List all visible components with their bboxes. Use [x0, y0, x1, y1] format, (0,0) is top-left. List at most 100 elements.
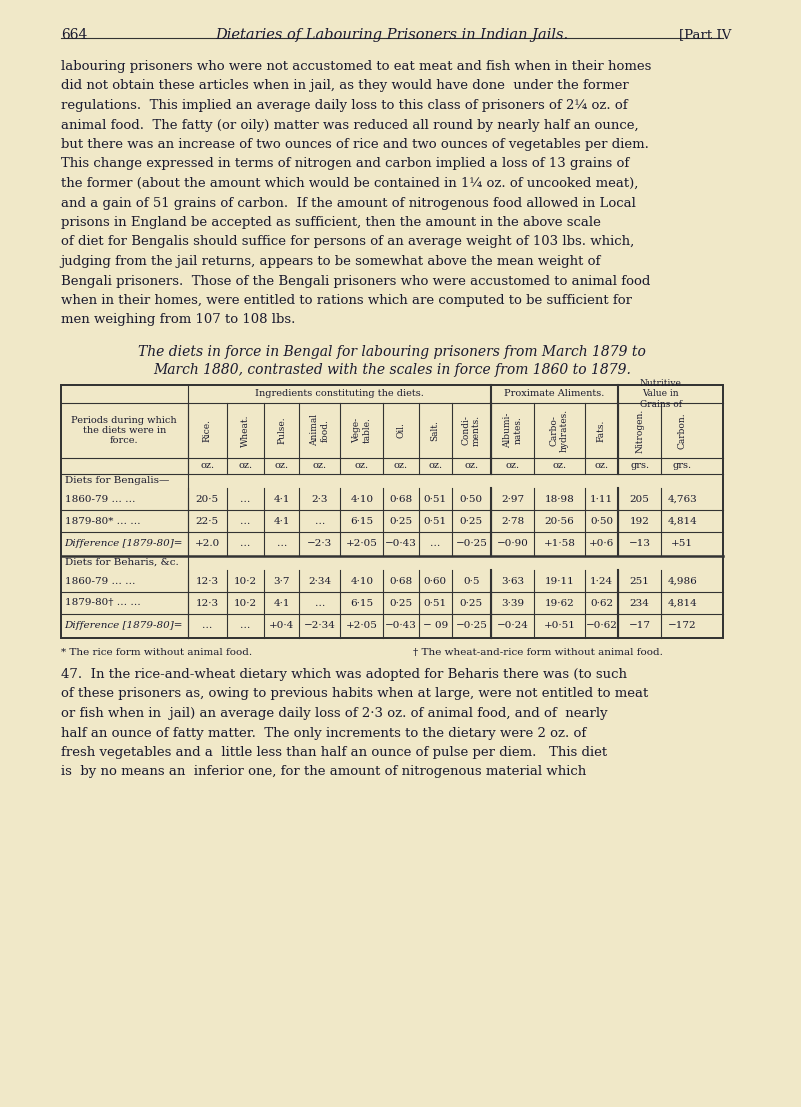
Text: oz.: oz.	[594, 462, 609, 470]
Text: of diet for Bengalis should suffice for persons of an average weight of 103 lbs.: of diet for Bengalis should suffice for …	[61, 236, 634, 248]
Text: 4,763: 4,763	[667, 495, 697, 504]
Text: 1·11: 1·11	[590, 495, 613, 504]
Text: 0·51: 0·51	[424, 495, 447, 504]
Text: oz.: oz.	[553, 462, 566, 470]
Text: 0·25: 0·25	[460, 517, 483, 526]
Text: Carbon.: Carbon.	[678, 412, 686, 448]
Text: 19·11: 19·11	[545, 577, 574, 586]
Text: [Part IV: [Part IV	[679, 28, 731, 41]
Text: 0·50: 0·50	[590, 517, 613, 526]
Text: 0·60: 0·60	[424, 577, 447, 586]
Text: The diets in force in Bengal for labouring prisoners from March 1879 to: The diets in force in Bengal for labouri…	[139, 345, 646, 359]
Text: 4·1: 4·1	[273, 495, 290, 504]
Text: Nutritive
Value in
Grains of: Nutritive Value in Grains of	[640, 379, 682, 408]
Text: † The wheat-and-rice form without animal food.: † The wheat-and-rice form without animal…	[413, 648, 662, 656]
Text: 2·3: 2·3	[312, 495, 328, 504]
Text: 4,986: 4,986	[667, 577, 697, 586]
Text: 0·68: 0·68	[389, 577, 413, 586]
Text: 22·5: 22·5	[195, 517, 219, 526]
Text: Carbo-
hydrates.: Carbo- hydrates.	[549, 408, 569, 452]
Text: 3·39: 3·39	[501, 599, 524, 608]
Text: Salt.: Salt.	[431, 420, 440, 441]
Text: Condi-
ments.: Condi- ments.	[461, 415, 481, 446]
Text: judging from the jail returns, appears to be somewhat above the mean weight of: judging from the jail returns, appears t…	[61, 255, 601, 268]
Text: 0·5: 0·5	[463, 577, 480, 586]
Text: Dietaries of Labouring Prisoners in Indian Jails.: Dietaries of Labouring Prisoners in Indi…	[215, 28, 569, 42]
Text: +2.0: +2.0	[195, 539, 220, 548]
Text: oz.: oz.	[465, 462, 478, 470]
Text: 10·2: 10·2	[234, 577, 257, 586]
Text: −0·90: −0·90	[497, 539, 529, 548]
Text: grs.: grs.	[630, 462, 649, 470]
Text: −13: −13	[629, 539, 650, 548]
Text: oz.: oz.	[505, 462, 520, 470]
Text: 0·62: 0·62	[590, 599, 613, 608]
Text: −2·3: −2·3	[307, 539, 332, 548]
Text: the former (about the amount which would be contained in 1¼ oz. of uncooked meat: the former (about the amount which would…	[61, 177, 638, 190]
Text: +2·05: +2·05	[346, 539, 378, 548]
Text: 10·2: 10·2	[234, 599, 257, 608]
Text: Animal
food.: Animal food.	[310, 414, 329, 446]
Text: −0·43: −0·43	[385, 539, 417, 548]
Text: 205: 205	[630, 495, 650, 504]
Text: 251: 251	[630, 577, 650, 586]
Text: …: …	[240, 517, 251, 526]
Text: 20·5: 20·5	[195, 495, 219, 504]
Text: 0·50: 0·50	[460, 495, 483, 504]
Text: 47.  In the rice-and-wheat dietary which was adopted for Beharis there was (to s: 47. In the rice-and-wheat dietary which …	[61, 668, 626, 681]
Text: 2·78: 2·78	[501, 517, 524, 526]
Text: −0·25: −0·25	[456, 539, 487, 548]
Text: −0·25: −0·25	[456, 621, 487, 631]
Text: 0·25: 0·25	[389, 599, 413, 608]
Text: oz.: oz.	[312, 462, 327, 470]
Text: 1·24: 1·24	[590, 577, 613, 586]
Text: Fats.: Fats.	[597, 420, 606, 442]
Text: Wheat.: Wheat.	[241, 414, 250, 447]
Text: − 09: − 09	[423, 621, 448, 631]
Text: +0·6: +0·6	[589, 539, 614, 548]
Text: Rice.: Rice.	[203, 420, 211, 442]
Text: −0·24: −0·24	[497, 621, 529, 631]
Text: −2·34: −2·34	[304, 621, 336, 631]
Text: oz.: oz.	[394, 462, 408, 470]
Text: Difference [1879-80]=: Difference [1879-80]=	[65, 621, 183, 631]
Text: Diets for Beharis, &c.: Diets for Beharis, &c.	[65, 558, 179, 567]
Text: regulations.  This implied an average daily loss to this class of prisoners of 2: regulations. This implied an average dai…	[61, 99, 627, 112]
Text: …: …	[240, 621, 251, 631]
Text: 6·15: 6·15	[350, 599, 373, 608]
Text: and a gain of 51 grains of carbon.  If the amount of nitrogenous food allowed in: and a gain of 51 grains of carbon. If th…	[61, 197, 635, 209]
Text: but there was an increase of two ounces of rice and two ounces of vegetables per: but there was an increase of two ounces …	[61, 138, 649, 151]
Text: …: …	[315, 599, 325, 608]
Text: Ingredients constituting the diets.: Ingredients constituting the diets.	[255, 390, 424, 399]
Text: 0·51: 0·51	[424, 599, 447, 608]
Text: 4,814: 4,814	[667, 599, 697, 608]
Bar	[61, 385, 723, 638]
Text: March 1880, contrasted with the scales in force from 1860 to 1879.: March 1880, contrasted with the scales i…	[153, 363, 631, 377]
Text: oz.: oz.	[275, 462, 288, 470]
Text: 4·10: 4·10	[350, 495, 373, 504]
Text: −172: −172	[668, 621, 696, 631]
Text: Periods during which
the diets were in
force.: Periods during which the diets were in f…	[71, 415, 177, 445]
Text: Pulse.: Pulse.	[277, 416, 286, 444]
Text: …: …	[315, 517, 325, 526]
Text: 4,814: 4,814	[667, 517, 697, 526]
Text: 234: 234	[630, 599, 650, 608]
Text: −17: −17	[629, 621, 650, 631]
Text: …: …	[202, 621, 212, 631]
Text: or fish when in  jail) an average daily loss of 2·3 oz. of animal food, and of  : or fish when in jail) an average daily l…	[61, 707, 607, 720]
Text: animal food.  The fatty (or oily) matter was reduced all round by nearly half an: animal food. The fatty (or oily) matter …	[61, 118, 638, 132]
Text: 4·10: 4·10	[350, 577, 373, 586]
Text: 18·98: 18·98	[545, 495, 574, 504]
Text: 3·63: 3·63	[501, 577, 524, 586]
Text: 664: 664	[61, 28, 87, 42]
Text: 19·62: 19·62	[545, 599, 574, 608]
Text: 0·25: 0·25	[460, 599, 483, 608]
Text: 2·34: 2·34	[308, 577, 332, 586]
Text: Nitrogen.: Nitrogen.	[635, 408, 644, 453]
Text: …: …	[276, 539, 287, 548]
Text: fresh vegetables and a  little less than half an ounce of pulse per diem.   This: fresh vegetables and a little less than …	[61, 746, 607, 759]
Text: +0·51: +0·51	[543, 621, 575, 631]
Text: prisons in England be accepted as sufficient, then the amount in the above scale: prisons in England be accepted as suffic…	[61, 216, 601, 229]
Text: Albumi-
nates.: Albumi- nates.	[503, 413, 522, 448]
Text: 192: 192	[630, 517, 650, 526]
